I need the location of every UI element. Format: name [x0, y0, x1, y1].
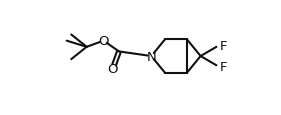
Text: N: N	[146, 50, 156, 63]
Text: F: F	[220, 39, 227, 52]
Text: F: F	[220, 61, 227, 74]
Text: O: O	[108, 62, 118, 75]
Text: O: O	[98, 35, 109, 48]
